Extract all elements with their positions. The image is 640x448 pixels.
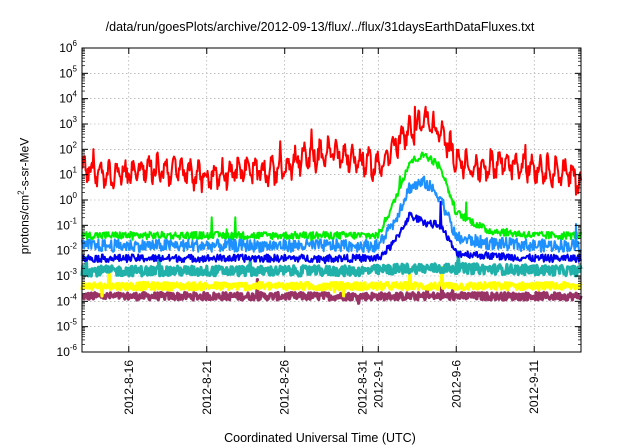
- y-tick-label: 10-1: [57, 216, 78, 232]
- y-tick-label: 10-2: [57, 242, 78, 258]
- x-tick-label: 2012-8-21: [200, 360, 214, 415]
- y-tick-label: 10-4: [57, 292, 78, 308]
- series-line-3: [81, 200, 582, 265]
- y-tick-label: 105: [59, 64, 77, 80]
- y-tick-label: 10-3: [57, 267, 78, 283]
- chart-title: /data/run/goesPlots/archive/2012-09-13/f…: [105, 20, 535, 34]
- y-tick-label: 101: [59, 166, 77, 182]
- series-line-4: [80, 250, 583, 278]
- series-line-5: [80, 266, 583, 298]
- x-tick-label: 2012-9-6: [449, 360, 463, 408]
- y-tick-label: 104: [59, 90, 77, 106]
- x-axis-label: Coordinated Universal Time (UTC): [224, 431, 416, 445]
- x-tick-label: 2012-9-1: [371, 360, 385, 408]
- series-group: [80, 105, 583, 305]
- series-line-2: [81, 175, 582, 253]
- x-tick-label: 2012-8-31: [356, 360, 370, 415]
- series-line-1: [81, 151, 582, 245]
- x-tick-label: 2012-8-26: [278, 360, 292, 415]
- y-tick-label: 106: [59, 39, 77, 55]
- y-tick-label: 100: [59, 191, 77, 207]
- y-tick-label: 103: [59, 115, 77, 131]
- y-tick-label: 102: [59, 140, 77, 156]
- x-tick-label: 2012-9-11: [527, 360, 541, 414]
- y-tick-label: 10-6: [57, 343, 78, 359]
- axes: 10-6 10-5 10-4 10-3 10-2 10-1 100 101 102 103 104 1…: [57, 39, 581, 415]
- series-line-0: [81, 105, 582, 196]
- series-line-6: [81, 277, 583, 305]
- grid: [82, 48, 581, 352]
- y-tick-label: 10-5: [57, 318, 78, 334]
- x-tick-label: 2012-8-16: [122, 360, 136, 415]
